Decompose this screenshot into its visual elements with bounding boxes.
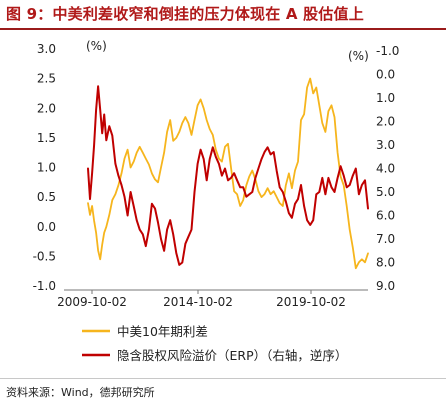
right-axis-tick-label: 0.0 bbox=[376, 68, 395, 82]
legend-label-spread: 中美10年期利差 bbox=[117, 324, 208, 339]
left-axis-tick-label: -1.0 bbox=[33, 279, 56, 293]
right-axis-unit-label: (%) bbox=[348, 49, 369, 63]
chart: 3.0 2.5 2.0 1.5 1.0 0.5 0.0 -0.5 -1.0 (%) -1.0 0.0 1… bbox=[33, 39, 400, 363]
right-axis-tick-label: 1.0 bbox=[376, 91, 395, 105]
left-axis-tick-label: 2.0 bbox=[37, 101, 56, 115]
right-axis-tick-label: 8.0 bbox=[376, 256, 395, 270]
left-axis-tick-label: 1.5 bbox=[37, 131, 56, 145]
legend-label-erp: 隐含股权风险溢价（ERP）（右轴，逆序） bbox=[117, 348, 347, 363]
x-axis-tick-label: 2014-10-02 bbox=[163, 295, 233, 309]
footer-divider bbox=[0, 378, 446, 379]
right-axis-tick-label: -1.0 bbox=[376, 44, 399, 58]
left-axis-tick-label: -0.5 bbox=[33, 249, 56, 263]
left-axis-tick-label: 0.5 bbox=[37, 190, 56, 204]
chart-title: 图 9：中美利差收窄和倒挂的压力体现在 A 股估值上 bbox=[6, 5, 364, 23]
right-axis-tick-label: 6.0 bbox=[376, 209, 395, 223]
x-axis-tick-label: 2009-10-02 bbox=[57, 295, 127, 309]
right-axis-tick-label: 7.0 bbox=[376, 232, 395, 246]
left-axis-tick-label: 3.0 bbox=[37, 42, 56, 56]
title-bar: 图 9：中美利差收窄和倒挂的压力体现在 A 股估值上 bbox=[0, 0, 446, 30]
right-axis-tick-label: 4.0 bbox=[376, 162, 395, 176]
series-line-erp bbox=[87, 85, 369, 266]
left-axis-tick-label: 0.0 bbox=[37, 220, 56, 234]
source-note: 资料来源：Wind，德邦研究所 bbox=[6, 386, 155, 399]
left-axis-tick-label: 2.5 bbox=[37, 72, 56, 86]
right-axis-tick-label: 9.0 bbox=[376, 279, 395, 293]
right-axis-tick-label: 3.0 bbox=[376, 138, 395, 152]
x-axis-tick-label: 2019-10-02 bbox=[276, 295, 346, 309]
left-axis-unit-label: (%) bbox=[86, 39, 107, 53]
left-axis-tick-label: 1.0 bbox=[37, 161, 56, 175]
right-axis-tick-label: 2.0 bbox=[376, 115, 395, 129]
right-axis-tick-label: 5.0 bbox=[376, 185, 395, 199]
series-line-spread bbox=[87, 77, 369, 270]
